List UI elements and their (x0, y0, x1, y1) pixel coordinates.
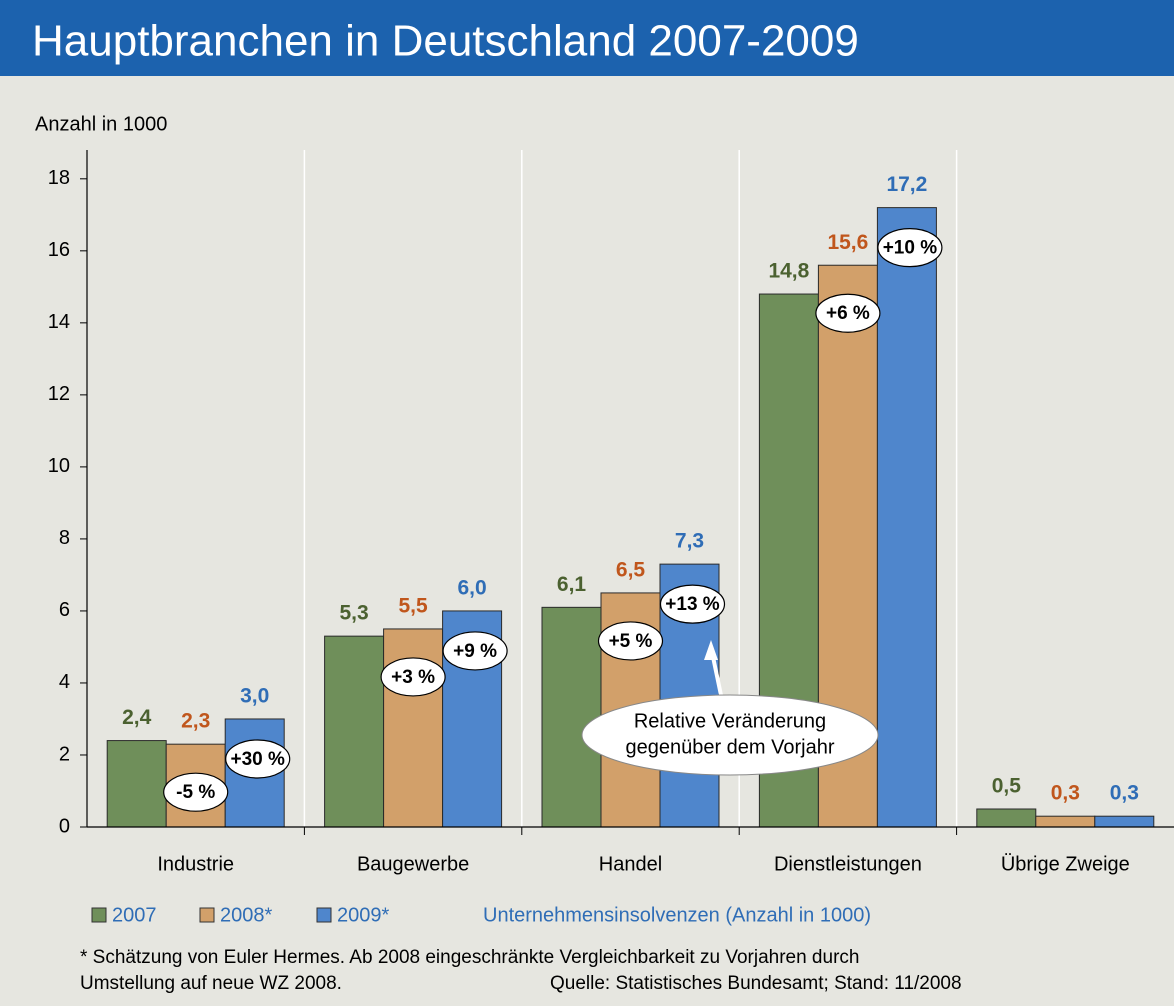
x-tick-label: Übrige Zweige (1001, 853, 1130, 875)
legend-label: 2008* (220, 904, 272, 926)
bar (541, 606, 602, 828)
change-label: +13 % (665, 594, 720, 615)
value-label: 0,5 (992, 775, 1022, 798)
y-tick-label: 8 (59, 527, 70, 549)
y-tick-label: 6 (59, 599, 70, 621)
value-label: 5,3 (339, 602, 368, 625)
value-label: 5,5 (398, 594, 428, 617)
change-bubble (815, 293, 881, 333)
chart-title: Hauptbranchen in Deutschland 2007-2009 (32, 17, 859, 66)
legend-swatch (91, 907, 107, 923)
x-tick-label: Handel (599, 853, 662, 875)
y-tick-label: 2 (59, 743, 70, 765)
y-tick-label: 12 (48, 383, 70, 405)
bar (106, 740, 167, 828)
bar (1094, 815, 1155, 828)
change-bubble (163, 772, 229, 812)
callout (581, 694, 879, 776)
y-tick-label: 16 (48, 239, 70, 261)
y-tick-label: 14 (48, 311, 70, 333)
value-label: 2,4 (122, 706, 152, 729)
x-tick-label: Dienstleistungen (774, 853, 922, 875)
annotation: gegenüber dem Vorjahr (625, 736, 834, 758)
value-label: 0,3 (1110, 782, 1139, 805)
change-label: +5 % (609, 631, 653, 652)
subtitle: Unternehmensinsolvenzen (Anzahl in 1000) (483, 904, 871, 926)
value-label: 6,5 (616, 558, 646, 581)
value-label: 6,0 (457, 576, 486, 599)
annotation: Relative Veränderung (634, 710, 826, 732)
footnote: * Schätzung von Euler Hermes. Ab 2008 ei… (80, 947, 859, 968)
value-label: 2,3 (181, 710, 210, 733)
value-label: 15,6 (827, 231, 868, 254)
y-tick-label: 18 (48, 167, 70, 189)
x-tick-label: Baugewerbe (357, 853, 469, 875)
change-label: +10 % (883, 238, 938, 259)
source: Quelle: Statistisches Bundesamt; Stand: … (550, 973, 962, 994)
change-label: +9 % (453, 641, 497, 662)
change-label: +3 % (391, 667, 435, 688)
bar (876, 207, 937, 828)
footnote: Umstellung auf neue WZ 2008. (80, 973, 342, 994)
title-bar (0, 0, 1174, 76)
change-bubble (659, 584, 726, 624)
y-tick-label: 4 (59, 671, 70, 693)
value-label: 17,2 (886, 173, 927, 196)
bar (324, 635, 385, 828)
change-bubble (225, 739, 291, 779)
legend-label: 2007 (112, 904, 157, 926)
legend-swatch (199, 907, 215, 923)
y-tick-label: 0 (59, 815, 70, 837)
change-label: +30 % (230, 749, 285, 770)
change-bubble (380, 657, 446, 697)
value-label: 6,1 (557, 573, 587, 596)
change-label: +6 % (826, 303, 870, 324)
legend-swatch (316, 907, 332, 923)
change-bubble (442, 631, 508, 671)
value-label: 7,3 (675, 530, 704, 553)
bar (976, 808, 1037, 828)
change-bubble (597, 621, 664, 661)
callout-arrowhead (704, 640, 718, 660)
value-label: 0,3 (1051, 782, 1080, 805)
bar (1035, 815, 1096, 828)
value-label: 14,8 (768, 260, 809, 283)
y-tick-label: 10 (48, 455, 70, 477)
legend-label: 2009* (337, 904, 389, 926)
x-tick-label: Industrie (157, 853, 234, 875)
change-bubble (877, 228, 943, 268)
y-axis-label: Anzahl in 1000 (35, 113, 167, 135)
value-label: 3,0 (240, 685, 269, 708)
change-label: -5 % (176, 782, 215, 803)
